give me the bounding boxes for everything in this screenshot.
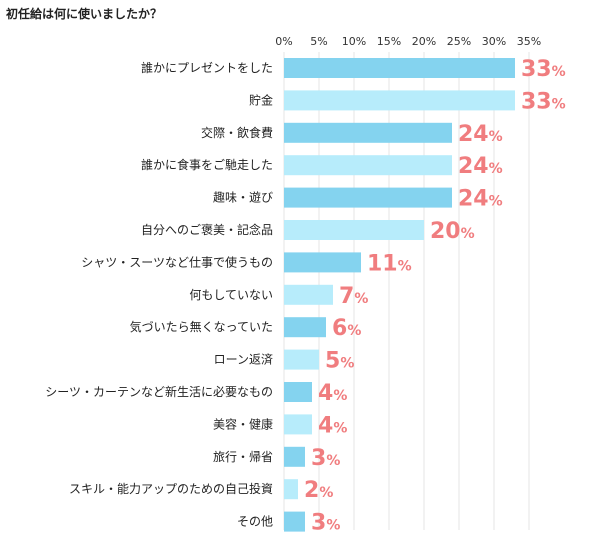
x-tick-label: 15% bbox=[377, 35, 401, 48]
bar bbox=[284, 187, 452, 208]
bar bbox=[284, 155, 452, 176]
category-label: 貯金 bbox=[249, 92, 273, 107]
category-label: 何もしていない bbox=[189, 288, 273, 302]
bar bbox=[284, 122, 452, 143]
value-label: 33% bbox=[521, 89, 566, 114]
x-tick-label: 30% bbox=[482, 35, 506, 48]
chart-title: 初任給は何に使いましたか？ bbox=[6, 7, 163, 21]
x-tick-label: 35% bbox=[517, 35, 541, 48]
value-label: 33% bbox=[521, 57, 566, 82]
category-label: 旅行・帰省 bbox=[213, 450, 273, 464]
x-tick-label: 10% bbox=[342, 35, 366, 48]
value-label: 24% bbox=[458, 122, 503, 147]
bar bbox=[284, 252, 361, 273]
x-axis-ticks: 0% 5% 10% 15% 20% 25% 30% 35% bbox=[275, 35, 541, 48]
category-labels: 誰かにプレゼントをした貯金交際・飲食費誰かに食事をご馳走した趣味・遊び自分へのご… bbox=[45, 60, 273, 529]
x-tick-label: 0% bbox=[275, 35, 292, 48]
value-label: 7% bbox=[339, 284, 368, 309]
category-label: ローン返済 bbox=[214, 352, 273, 367]
value-label: 20% bbox=[430, 219, 475, 244]
value-label: 5% bbox=[325, 349, 354, 374]
x-tick-label: 20% bbox=[412, 35, 436, 48]
category-label: シャツ・スーツなど仕事で使うもの bbox=[81, 254, 273, 269]
category-label: 趣味・遊び bbox=[213, 190, 273, 205]
value-labels: 33% 33% 24% 24% 24% 20% 11% 7% 6% 5% 4% 4% 3% 2% 3% bbox=[304, 57, 566, 534]
bar bbox=[284, 284, 333, 305]
value-label: 2% bbox=[304, 478, 333, 503]
category-label: 美容・健康 bbox=[213, 416, 273, 431]
category-label: 交際・飲食費 bbox=[201, 125, 273, 140]
bar bbox=[284, 446, 305, 467]
category-label: 誰かにプレゼントをした bbox=[141, 60, 273, 75]
value-label: 3% bbox=[311, 446, 340, 471]
category-label: 自分へのご褒美・記念品 bbox=[141, 222, 273, 237]
value-label: 6% bbox=[332, 316, 361, 341]
bar bbox=[284, 349, 319, 370]
value-label: 11% bbox=[367, 251, 412, 276]
category-label: シーツ・カーテンなど新生活に必要なもの bbox=[45, 384, 273, 399]
value-label: 24% bbox=[458, 154, 503, 179]
bar bbox=[284, 317, 326, 338]
bar bbox=[284, 511, 305, 532]
bar bbox=[284, 90, 515, 111]
category-label: その他 bbox=[237, 515, 273, 529]
value-label: 4% bbox=[318, 381, 347, 406]
bars bbox=[284, 58, 515, 532]
bar bbox=[284, 414, 312, 435]
bar bbox=[284, 382, 312, 402]
bar bbox=[284, 479, 298, 500]
category-label: 誰かに食事をご馳走した bbox=[141, 157, 273, 172]
category-label: 気づいたら無くなっていた bbox=[130, 319, 273, 334]
value-label: 24% bbox=[458, 187, 503, 212]
bar bbox=[284, 58, 515, 78]
value-label: 4% bbox=[318, 413, 347, 438]
x-tick-label: 25% bbox=[447, 35, 471, 48]
x-tick-label: 5% bbox=[310, 35, 327, 48]
category-label: スキル・能力アップのための自己投資 bbox=[69, 481, 273, 496]
value-label: 3% bbox=[311, 511, 340, 534]
bar bbox=[284, 220, 424, 240]
